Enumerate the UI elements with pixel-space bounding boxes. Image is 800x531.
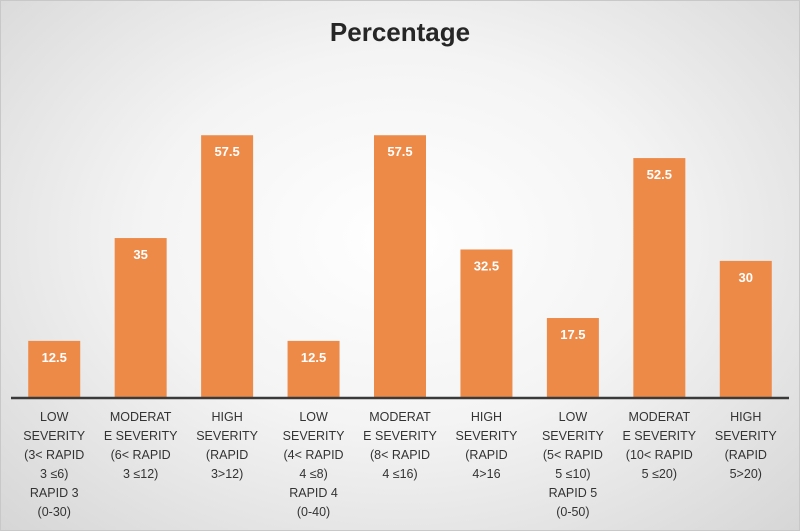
category-label-line: MODERAT <box>110 410 172 424</box>
category-label-3: HIGH SEVERITY (RAPID 3>12) <box>196 410 258 481</box>
category-label-line: MODERAT <box>369 410 431 424</box>
category-label-line: SEVERITY <box>196 429 258 443</box>
category-label-8: MODERAT E SEVERITY (10< RAPID 5 ≤20) <box>623 410 697 481</box>
category-label-line: E SEVERITY <box>623 429 697 443</box>
bar-2 <box>114 238 167 398</box>
data-label-6: 32.5 <box>474 258 499 273</box>
category-label-9: HIGH SEVERITY (RAPID 5>20) <box>715 410 777 481</box>
data-label-8: 52.5 <box>647 167 672 182</box>
bar-6 <box>460 249 513 398</box>
bar-5 <box>374 135 426 398</box>
data-label-4: 12.5 <box>301 350 326 365</box>
category-label-line: (3< RAPID <box>24 448 84 462</box>
category-label-line: (6< RAPID <box>111 448 171 462</box>
data-label-7: 17.5 <box>560 327 585 342</box>
category-label-line: LOW <box>559 410 588 424</box>
category-label-line: HIGH <box>211 410 242 424</box>
category-label-line: 5>20) <box>730 467 762 481</box>
category-label-7: LOW SEVERITY (5< RAPID 5 ≤10) RAPID 5 (0-50) <box>542 410 604 519</box>
category-label-line: SEVERITY <box>283 429 345 443</box>
category-label-line: 5 ≤20) <box>642 467 677 481</box>
category-label-line: (0-40) <box>297 505 330 519</box>
category-label-line: (0-50) <box>556 505 589 519</box>
category-label-line: LOW <box>299 410 328 424</box>
data-label-9: 30 <box>739 270 753 285</box>
chart-title: Percentage <box>329 17 471 47</box>
category-label-1: LOW SEVERITY (3< RAPID 3 ≤6) RAPID 3 (0-30) <box>23 410 85 519</box>
data-label-1: 12.5 <box>42 350 67 365</box>
category-label-line: 3>12) <box>211 467 243 481</box>
category-label-line: (5< RAPID <box>543 448 603 462</box>
category-label-line: (RAPID <box>206 448 248 462</box>
category-label-line: SEVERITY <box>456 429 518 443</box>
category-label-line: E SEVERITY <box>363 429 437 443</box>
category-label-line: 3 ≤6) <box>40 467 68 481</box>
category-label-2: MODERAT E SEVERITY (6< RAPID 3 ≤12) <box>104 410 178 481</box>
category-label-line: (RAPID <box>725 448 767 462</box>
category-label-line: SEVERITY <box>542 429 604 443</box>
bar-1 <box>28 340 81 398</box>
category-label-line: (8< RAPID <box>370 448 430 462</box>
category-label-line: (10< RAPID <box>626 448 693 462</box>
data-label-3: 57.5 <box>214 144 239 159</box>
category-label-line: (RAPID <box>465 448 507 462</box>
category-label-line: 3 ≤12) <box>123 467 158 481</box>
bar-8 <box>633 158 686 398</box>
bar-4 <box>287 340 340 398</box>
category-label-line: 5 ≤10) <box>555 467 590 481</box>
category-label-line: HIGH <box>730 410 761 424</box>
category-label-line: E SEVERITY <box>104 429 178 443</box>
category-label-4: LOW SEVERITY (4< RAPID 4 ≤8) RAPID 4 (0-40) <box>283 410 345 519</box>
bar-3 <box>201 135 254 398</box>
category-label-line: (0-30) <box>38 505 71 519</box>
category-label-line: (4< RAPID <box>284 448 344 462</box>
category-label-line: RAPID 3 <box>30 486 79 500</box>
category-label-line: 4>16 <box>472 467 500 481</box>
bar-9 <box>719 260 772 398</box>
category-label-line: RAPID 5 <box>549 486 598 500</box>
category-label-6: HIGH SEVERITY (RAPID 4>16 <box>456 410 518 481</box>
category-label-5: MODERAT E SEVERITY (8< RAPID 4 ≤16) <box>363 410 437 481</box>
data-label-2: 35 <box>133 247 147 262</box>
category-label-line: SEVERITY <box>23 429 85 443</box>
category-label-line: 4 ≤8) <box>299 467 327 481</box>
category-label-line: RAPID 4 <box>289 486 338 500</box>
category-label-line: MODERAT <box>629 410 691 424</box>
data-label-5: 57.5 <box>387 144 412 159</box>
category-label-line: HIGH <box>471 410 502 424</box>
category-label-line: LOW <box>40 410 69 424</box>
category-label-line: SEVERITY <box>715 429 777 443</box>
bar-7 <box>546 318 599 398</box>
category-label-line: 4 ≤16) <box>382 467 417 481</box>
